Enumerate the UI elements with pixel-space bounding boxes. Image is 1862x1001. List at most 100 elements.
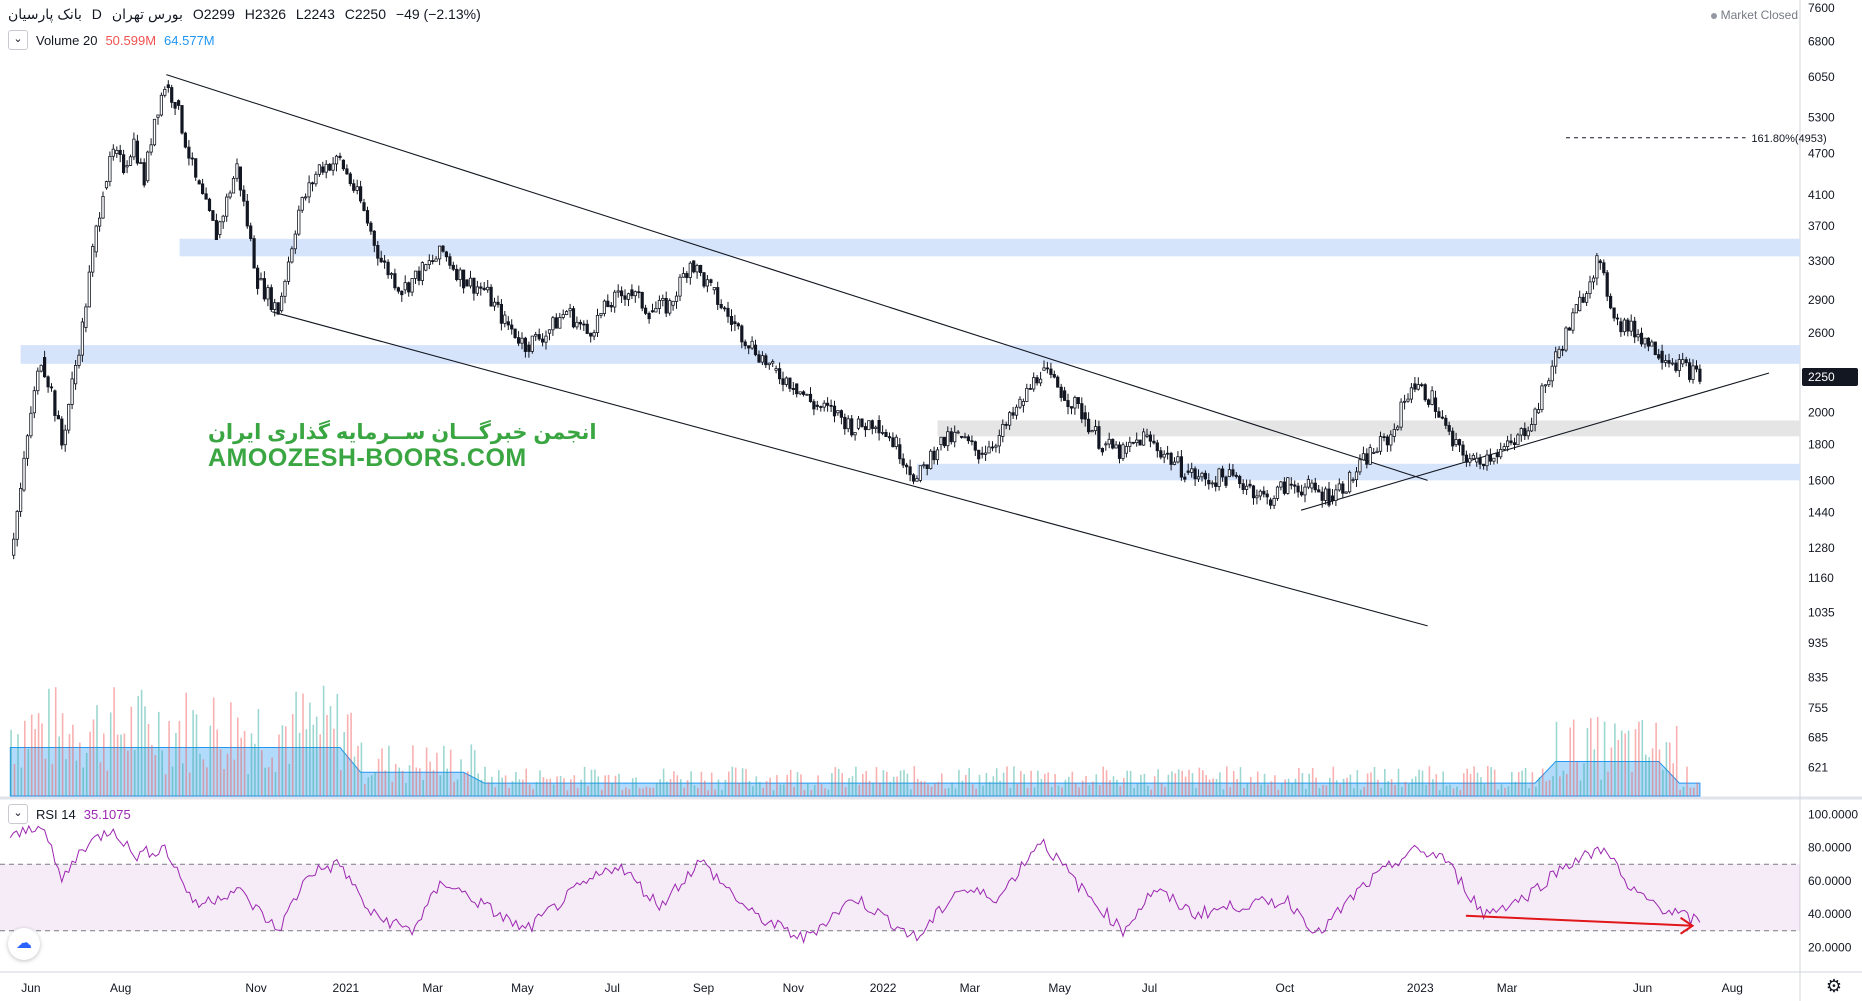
candle-body[interactable] bbox=[1478, 457, 1482, 465]
volume-bar[interactable] bbox=[910, 789, 912, 796]
volume-bar[interactable] bbox=[30, 714, 33, 797]
volume-bar[interactable] bbox=[401, 770, 404, 796]
candle-body[interactable] bbox=[424, 264, 428, 271]
volume-bar[interactable] bbox=[364, 784, 366, 796]
volume-bar[interactable] bbox=[837, 768, 840, 796]
candle-body[interactable] bbox=[1289, 483, 1293, 486]
volume-bar[interactable] bbox=[642, 788, 644, 796]
candle-body[interactable] bbox=[1482, 463, 1486, 467]
volume-bar[interactable] bbox=[1136, 783, 1139, 796]
candle-body[interactable] bbox=[228, 192, 232, 198]
volume-bar[interactable] bbox=[65, 759, 67, 796]
volume-bar[interactable] bbox=[1102, 766, 1104, 796]
candle-body[interactable] bbox=[1327, 488, 1331, 506]
volume-bar[interactable] bbox=[367, 777, 370, 796]
candle-body[interactable] bbox=[1203, 472, 1207, 480]
volume-bar[interactable] bbox=[1215, 778, 1218, 796]
candle-body[interactable] bbox=[1186, 470, 1190, 473]
candle-body[interactable] bbox=[1272, 497, 1276, 506]
volume-bar[interactable] bbox=[1068, 776, 1070, 796]
candle-body[interactable] bbox=[152, 118, 157, 146]
candle-body[interactable] bbox=[523, 337, 528, 352]
volume-bar[interactable] bbox=[456, 779, 459, 796]
candle-body[interactable] bbox=[91, 245, 95, 273]
candle-body[interactable] bbox=[960, 435, 964, 438]
candle-body[interactable] bbox=[922, 464, 926, 467]
volume-bar[interactable] bbox=[302, 693, 304, 796]
candle-body[interactable] bbox=[946, 431, 950, 447]
volume-bar[interactable] bbox=[1047, 772, 1049, 796]
volume-bar[interactable] bbox=[1514, 781, 1517, 796]
volume-bar[interactable] bbox=[875, 767, 878, 796]
candle-body[interactable] bbox=[602, 300, 607, 314]
volume-bar[interactable] bbox=[388, 745, 390, 796]
volume-bar[interactable] bbox=[1044, 773, 1046, 796]
candle-body[interactable] bbox=[1519, 428, 1523, 436]
volume-bar[interactable] bbox=[937, 782, 940, 796]
volume-bar[interactable] bbox=[868, 780, 871, 796]
candle-body[interactable] bbox=[345, 168, 349, 175]
candle-body[interactable] bbox=[101, 195, 105, 219]
candle-body[interactable] bbox=[554, 317, 558, 329]
candle-body[interactable] bbox=[403, 282, 407, 291]
volume-bar[interactable] bbox=[185, 692, 187, 796]
candle-body[interactable] bbox=[1114, 444, 1118, 449]
candle-body[interactable] bbox=[1540, 385, 1544, 410]
gear-icon[interactable]: ⚙ bbox=[1825, 976, 1842, 996]
candle-body[interactable] bbox=[331, 163, 335, 171]
volume-bar[interactable] bbox=[1421, 770, 1424, 796]
candle-body[interactable] bbox=[1172, 461, 1177, 465]
candle-body[interactable] bbox=[781, 378, 785, 385]
volume-bar[interactable] bbox=[233, 759, 236, 796]
volume-bar[interactable] bbox=[772, 790, 775, 796]
candle-body[interactable] bbox=[1523, 428, 1527, 437]
candle-body[interactable] bbox=[355, 186, 359, 191]
volume-bar[interactable] bbox=[855, 766, 857, 796]
candle-body[interactable] bbox=[774, 368, 778, 371]
candle-body[interactable] bbox=[173, 102, 177, 109]
volume-bar[interactable] bbox=[1617, 739, 1620, 796]
candle-body[interactable] bbox=[1698, 368, 1702, 382]
volume-bar[interactable] bbox=[1037, 770, 1039, 796]
volume-bar[interactable] bbox=[1260, 784, 1262, 797]
volume-bar[interactable] bbox=[477, 773, 479, 796]
volume-bar[interactable] bbox=[24, 720, 26, 796]
volume-bar[interactable] bbox=[1356, 770, 1359, 796]
volume-bar[interactable] bbox=[99, 762, 102, 796]
volume-bar[interactable] bbox=[1013, 766, 1015, 797]
volume-bar[interactable] bbox=[291, 714, 294, 796]
candle-body[interactable] bbox=[273, 302, 277, 311]
candle-body[interactable] bbox=[499, 303, 504, 324]
volume-bar[interactable] bbox=[635, 777, 637, 796]
volume-bar[interactable] bbox=[886, 771, 888, 796]
volume-bar[interactable] bbox=[79, 742, 81, 796]
candle-body[interactable] bbox=[1200, 472, 1204, 478]
volume-bar[interactable] bbox=[618, 773, 620, 796]
candle-body[interactable] bbox=[1554, 351, 1558, 367]
volume-bar[interactable] bbox=[532, 789, 534, 796]
volume-bar[interactable] bbox=[491, 776, 493, 796]
candle-body[interactable] bbox=[1547, 380, 1551, 386]
volume-bar[interactable] bbox=[20, 767, 23, 796]
volume-bar[interactable] bbox=[896, 776, 898, 796]
volume-bar[interactable] bbox=[1414, 776, 1417, 796]
candle-body[interactable] bbox=[853, 432, 857, 436]
candle-body[interactable] bbox=[1008, 412, 1012, 426]
volume-bar[interactable] bbox=[1057, 785, 1060, 796]
candle-body[interactable] bbox=[616, 290, 620, 293]
candle-body[interactable] bbox=[77, 354, 81, 366]
volume-bar[interactable] bbox=[1064, 779, 1067, 796]
candle-body[interactable] bbox=[444, 251, 449, 258]
candle-body[interactable] bbox=[1433, 397, 1438, 412]
volume-bar[interactable] bbox=[216, 729, 218, 797]
volume-bar[interactable] bbox=[1188, 769, 1190, 796]
volume-bar[interactable] bbox=[1435, 774, 1438, 796]
volume-bar[interactable] bbox=[1651, 748, 1654, 796]
volume-bar[interactable] bbox=[941, 773, 943, 797]
candle-body[interactable] bbox=[1533, 408, 1537, 426]
volume-bar[interactable] bbox=[865, 770, 867, 796]
volume-bar[interactable] bbox=[408, 765, 411, 796]
volume-bar[interactable] bbox=[1528, 788, 1530, 796]
volume-bar[interactable] bbox=[570, 779, 572, 796]
candle-body[interactable] bbox=[67, 403, 71, 431]
